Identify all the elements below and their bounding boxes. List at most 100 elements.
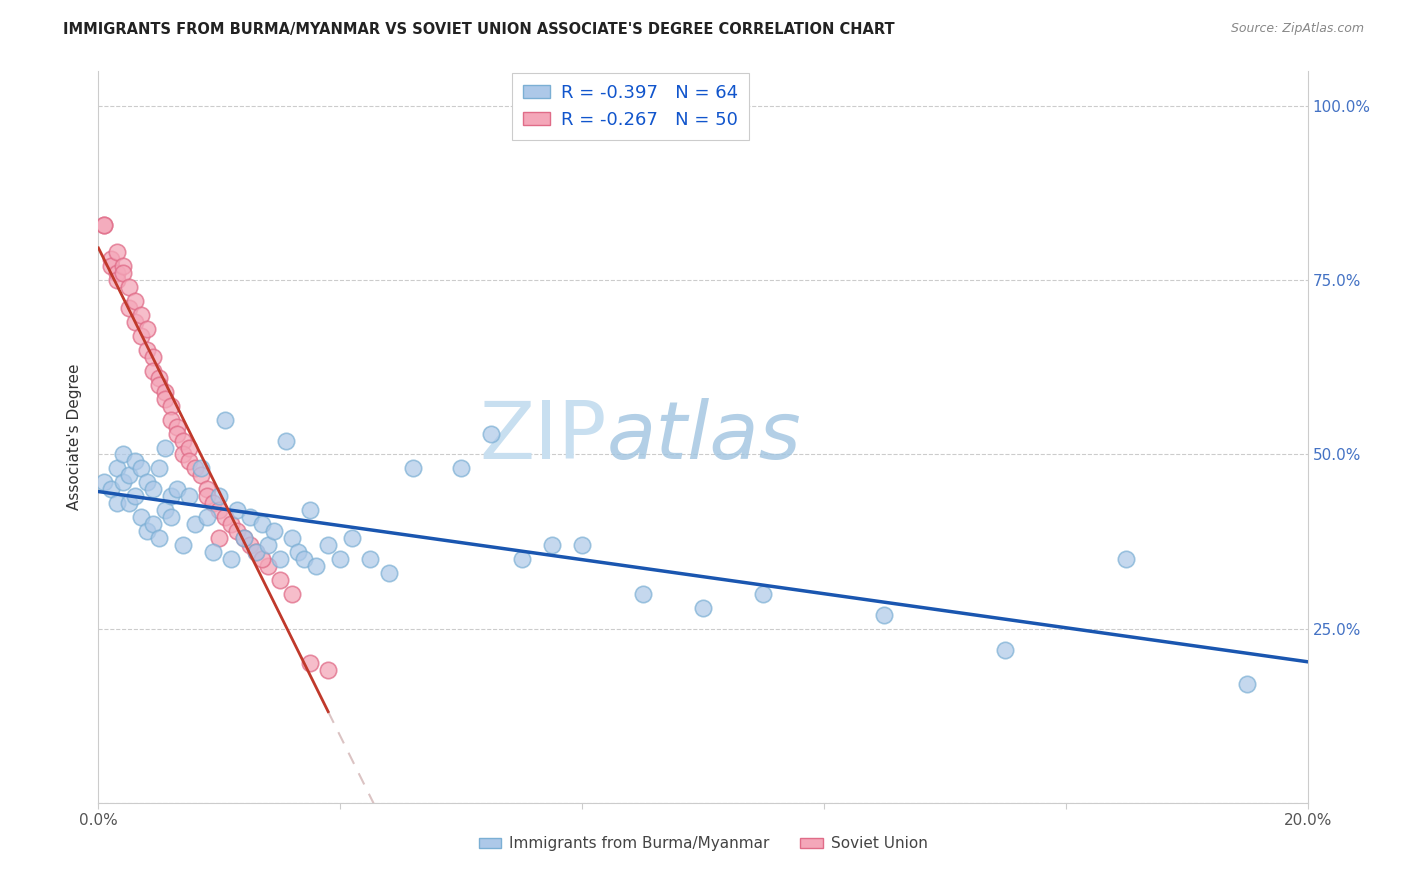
Y-axis label: Associate's Degree: Associate's Degree	[67, 364, 83, 510]
Point	[105, 266, 128, 280]
Legend: Immigrants from Burma/Myanmar, Soviet Union: Immigrants from Burma/Myanmar, Soviet Un…	[472, 830, 934, 857]
Point	[202, 496, 225, 510]
Point	[142, 364, 165, 378]
Point	[239, 510, 262, 524]
Point	[105, 273, 128, 287]
Point	[148, 461, 170, 475]
Point	[105, 245, 128, 260]
Point	[208, 503, 231, 517]
Point	[360, 552, 382, 566]
Point	[692, 600, 714, 615]
Point	[100, 260, 122, 274]
Point	[281, 587, 304, 601]
Point	[118, 496, 141, 510]
Point	[269, 552, 291, 566]
Point	[510, 552, 533, 566]
Point	[148, 377, 170, 392]
Point	[129, 510, 152, 524]
Point	[100, 252, 122, 267]
Point	[166, 419, 188, 434]
Point	[481, 426, 503, 441]
Point	[226, 524, 249, 538]
Point	[226, 503, 249, 517]
Point	[166, 483, 188, 497]
Point	[571, 538, 593, 552]
Point	[256, 558, 278, 573]
Point	[111, 448, 134, 462]
Point	[214, 412, 236, 426]
Point	[342, 531, 364, 545]
Point	[153, 503, 176, 517]
Point	[184, 517, 207, 532]
Point	[142, 483, 165, 497]
Point	[274, 434, 297, 448]
Point	[135, 475, 157, 490]
Point	[1236, 677, 1258, 691]
Point	[221, 552, 243, 566]
Point	[93, 218, 115, 232]
Point	[292, 552, 315, 566]
Text: ZIP: ZIP	[479, 398, 606, 476]
Point	[299, 657, 322, 671]
Point	[118, 468, 141, 483]
Point	[124, 315, 146, 329]
Point	[105, 496, 128, 510]
Point	[245, 545, 267, 559]
Point	[93, 475, 115, 490]
Point	[208, 531, 231, 545]
Point	[166, 426, 188, 441]
Point	[994, 642, 1017, 657]
Point	[269, 573, 291, 587]
Text: IMMIGRANTS FROM BURMA/MYANMAR VS SOVIET UNION ASSOCIATE'S DEGREE CORRELATION CHA: IMMIGRANTS FROM BURMA/MYANMAR VS SOVIET …	[63, 22, 894, 37]
Point	[299, 503, 322, 517]
Point	[129, 308, 152, 322]
Point	[190, 461, 212, 475]
Point	[124, 294, 146, 309]
Point	[287, 545, 309, 559]
Point	[118, 280, 141, 294]
Point	[105, 461, 128, 475]
Point	[160, 399, 183, 413]
Point	[190, 468, 212, 483]
Point	[232, 531, 254, 545]
Point	[873, 607, 896, 622]
Point	[250, 517, 273, 532]
Point	[214, 510, 236, 524]
Point	[195, 510, 218, 524]
Point	[208, 489, 231, 503]
Point	[111, 266, 134, 280]
Point	[631, 587, 654, 601]
Point	[153, 384, 176, 399]
Point	[540, 538, 562, 552]
Point	[305, 558, 328, 573]
Point	[245, 545, 267, 559]
Point	[153, 441, 176, 455]
Point	[239, 538, 262, 552]
Point	[142, 350, 165, 364]
Point	[129, 461, 152, 475]
Point	[752, 587, 775, 601]
Point	[129, 329, 152, 343]
Point	[316, 664, 339, 678]
Point	[202, 545, 225, 559]
Point	[179, 454, 201, 468]
Point	[184, 461, 207, 475]
Point	[172, 448, 194, 462]
Point	[232, 531, 254, 545]
Point	[100, 483, 122, 497]
Point	[195, 489, 218, 503]
Point	[124, 489, 146, 503]
Point	[142, 517, 165, 532]
Point	[153, 392, 176, 406]
Point	[118, 301, 141, 316]
Point	[281, 531, 304, 545]
Point	[179, 441, 201, 455]
Point	[148, 371, 170, 385]
Point	[329, 552, 352, 566]
Point	[1115, 552, 1137, 566]
Point	[377, 566, 399, 580]
Point	[111, 260, 134, 274]
Point	[160, 489, 183, 503]
Point	[111, 475, 134, 490]
Point	[172, 434, 194, 448]
